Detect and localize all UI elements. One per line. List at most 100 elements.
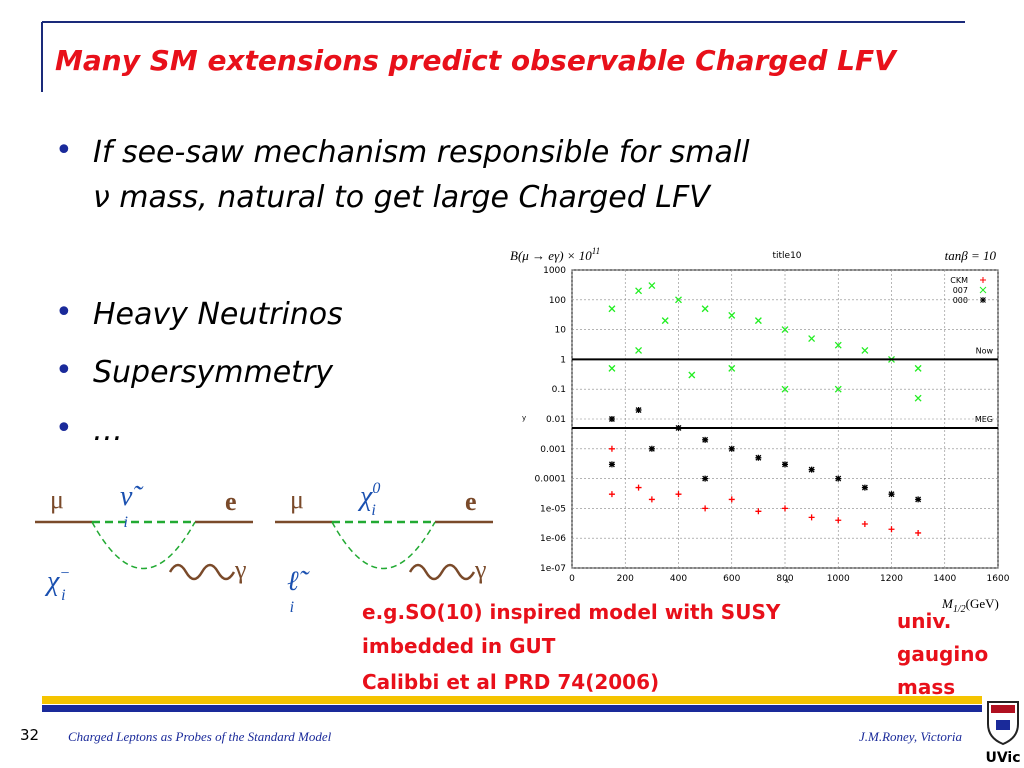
side-note: univ.: [897, 609, 951, 633]
bullet: …: [93, 413, 123, 448]
internal-label-part: 0: [372, 480, 380, 497]
logo-band: [991, 705, 1015, 713]
point: [915, 529, 922, 536]
point: [635, 346, 643, 354]
point: [755, 454, 762, 461]
particle-label: μ: [290, 485, 304, 514]
point: [675, 296, 682, 304]
particle-label: e: [465, 487, 477, 516]
y-tick-label: 1000: [543, 266, 566, 276]
x-label: x: [785, 577, 789, 585]
internal-label-part: ν̃: [120, 481, 144, 512]
point: [782, 505, 788, 512]
particle-label: μ: [50, 485, 64, 514]
point: [635, 484, 642, 491]
page-number: 32: [20, 726, 39, 744]
y-tick-label: 1e-05: [540, 504, 566, 514]
point: [782, 461, 788, 468]
point: [834, 385, 842, 393]
footer-left: Charged Leptons as Probes of the Standar…: [68, 729, 332, 744]
x-tick-label: 1000: [827, 574, 850, 584]
y-tick-label: 0.1: [552, 385, 566, 395]
point: [808, 335, 816, 343]
point: [808, 514, 815, 521]
bullet-dot: •: [55, 411, 73, 446]
footer-right: J.M.Roney, Victoria: [859, 729, 963, 744]
loop-label-part: ℓ̃: [287, 566, 311, 597]
footer-bar-blue: [42, 705, 982, 712]
legend-label: CKM: [950, 276, 968, 285]
corner-label: tanβ = 10: [945, 248, 997, 263]
y-tick-label: 10: [555, 326, 567, 336]
bullet: Heavy Neutrinos: [93, 297, 343, 332]
x-unit-sub: 1/2: [953, 604, 966, 615]
particle-label: γ: [234, 555, 247, 584]
x-tick-label: 1200: [880, 574, 903, 584]
point: [608, 364, 616, 372]
internal-label-part: χ: [357, 481, 373, 512]
point: [635, 407, 642, 414]
point: [834, 341, 842, 349]
legend-label: 000: [953, 296, 968, 305]
bullet: Supersymmetry: [93, 355, 334, 390]
point: [608, 416, 615, 422]
y-tick-label: 0.01: [546, 415, 566, 425]
side-note: mass: [897, 675, 955, 699]
x-tick-label: 200: [617, 574, 634, 584]
chart-title: title10: [772, 251, 801, 261]
point: [702, 436, 709, 443]
bullet-dot: •: [55, 133, 73, 168]
point: [754, 317, 762, 325]
point: [861, 520, 868, 527]
point: [608, 461, 615, 468]
side-note: gaugino: [897, 642, 988, 666]
internal-label-part: i: [123, 514, 127, 531]
x-tick-label: 600: [723, 574, 740, 584]
point: [861, 484, 868, 491]
y-title-part: B(μ → eγ) × 10: [510, 248, 592, 263]
plot: 1000 100 10 1 0.1 0.01 0.001 0.0001 1e-05 1e-06 1e…: [510, 246, 1010, 615]
y-tick-label: 0.0001: [535, 475, 567, 485]
legend-label: 007: [953, 286, 968, 295]
point: [728, 311, 736, 319]
point: [608, 445, 615, 452]
point: [914, 364, 922, 372]
reference-label: MEG: [975, 415, 993, 424]
loop-label-part: −: [59, 565, 70, 582]
internal-label-part: i: [371, 502, 375, 519]
y-tick-label: 1e-07: [540, 564, 566, 574]
y-tick-label: 1e-06: [540, 534, 566, 544]
point: [728, 496, 735, 503]
point: [755, 508, 762, 515]
y-title-exp: 11: [592, 246, 600, 256]
point: [648, 496, 655, 503]
y-tick-label: 100: [549, 296, 566, 306]
point: [835, 517, 842, 524]
note: Calibbi et al PRD 74(2006): [362, 670, 659, 694]
x-tick-label: 1600: [987, 574, 1010, 584]
point: [861, 346, 869, 354]
point: [888, 491, 895, 498]
point: [835, 475, 842, 482]
photon-line: [408, 563, 476, 581]
particle-label: e: [225, 487, 237, 516]
internal-label: χ0 i: [357, 480, 380, 519]
point: [701, 305, 709, 313]
bullet: If see-saw mechanism responsible for sma…: [93, 135, 750, 170]
y-tick-label: 1: [560, 355, 566, 365]
loop-label-part: i: [61, 587, 65, 604]
photon-line: [168, 563, 236, 581]
loop-label: ℓ̃ i: [287, 566, 311, 616]
bullet-dot: •: [55, 295, 73, 330]
y-tick-label: 0.001: [540, 445, 566, 455]
particle-label: γ: [474, 555, 487, 584]
reference-label: Now: [976, 346, 994, 355]
footer-bar-yellow: [42, 696, 982, 704]
bullet-dot: •: [55, 353, 73, 388]
point: [702, 505, 709, 512]
slide-title: Many SM extensions predict observable Ch…: [55, 44, 898, 77]
legend-marker: [979, 286, 987, 294]
note: imbedded in GUT: [362, 634, 556, 658]
